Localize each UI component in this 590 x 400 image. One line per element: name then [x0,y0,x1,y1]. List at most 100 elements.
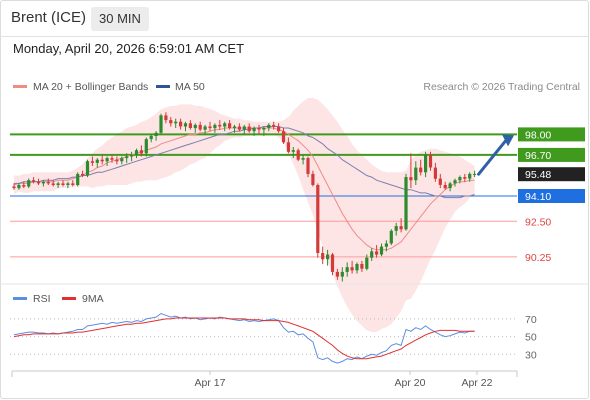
candle-body [22,185,26,187]
candle-body [316,185,320,253]
candle-body [81,173,85,176]
candle [100,154,104,165]
candle-body [237,126,241,130]
candle [311,170,315,187]
candle [453,178,457,187]
candle-body [144,139,148,154]
candle-body [321,253,325,260]
candle [247,123,251,133]
candle [139,145,143,157]
candle-body [228,123,232,128]
candle-body [296,150,300,160]
candle-body [198,124,202,130]
legend-label-9ma: 9MA [82,293,104,305]
candle [130,151,134,162]
candle-body [379,246,384,255]
candle [232,124,237,133]
candle-body [213,124,217,129]
candle-body [414,167,418,181]
candle-body [267,124,271,129]
candle-body [355,264,359,271]
candle-body [247,126,251,132]
candle-body [71,183,75,185]
candle-body [46,181,50,184]
candle [203,124,207,135]
forecast-arrow-line [477,138,508,176]
candle-body [115,159,119,162]
candle [316,183,320,258]
candle-body [286,142,290,152]
candle [458,175,462,184]
candle [90,156,94,166]
candle-body [389,230,393,244]
candle [66,181,70,189]
candle-body [360,264,364,269]
level-label-box [518,189,585,203]
candle [105,156,109,166]
candle-body [17,185,21,189]
level-label: 94.10 [525,191,551,203]
candle [237,123,241,132]
candle [291,147,295,159]
level-label-box [518,127,585,142]
candle [218,120,222,130]
candle [228,120,232,130]
candle [296,148,300,162]
candle [223,121,227,132]
candle [399,218,403,233]
candle-body [85,161,90,176]
candle [120,156,124,165]
candle [473,170,477,178]
candle-body [330,254,335,272]
x-axis-label: Apr 22 [462,377,493,389]
level-label-box [518,147,585,162]
candle [384,240,388,252]
candle [115,156,119,165]
candle [32,177,36,184]
candle [375,245,379,258]
candle-body [223,123,227,127]
candle-body [252,128,256,132]
candle-body [174,121,178,124]
candle [404,173,408,231]
x-axis-label: Apr 20 [395,377,426,389]
candle [360,260,364,272]
candle [330,253,335,276]
candle-body [183,123,188,127]
candle-body [326,254,330,260]
timeframe-badge[interactable]: 30 MIN [91,7,149,31]
candle [252,126,256,136]
candle-body [169,120,173,124]
candle-body [36,181,41,184]
candle [428,151,433,171]
level-label: 96.70 [525,150,551,162]
candle [448,181,452,192]
legend-label-rsi: RSI [33,293,51,305]
candle-body [433,167,437,179]
candle-body [159,115,163,133]
candle [134,148,139,159]
rsi-chart: 70 50 30 [10,312,537,364]
candle [174,118,178,128]
candle [27,178,31,189]
candle [183,121,188,132]
level-label: 90.25 [525,252,551,264]
candle [149,134,153,143]
candle [208,121,212,132]
candle-body [257,128,261,130]
candle [154,131,158,141]
candle [370,248,374,261]
candle [95,158,99,168]
candle-body [375,251,379,255]
candle-body [90,161,94,163]
candle [262,126,266,136]
candle-body [306,158,310,174]
candle-body [134,150,139,155]
rsi-ma-line [13,317,475,360]
candle-body [125,156,129,159]
candle-body [110,158,114,160]
candle [71,180,75,187]
candle-body [468,173,472,179]
candle [169,117,173,127]
candle [409,153,413,189]
